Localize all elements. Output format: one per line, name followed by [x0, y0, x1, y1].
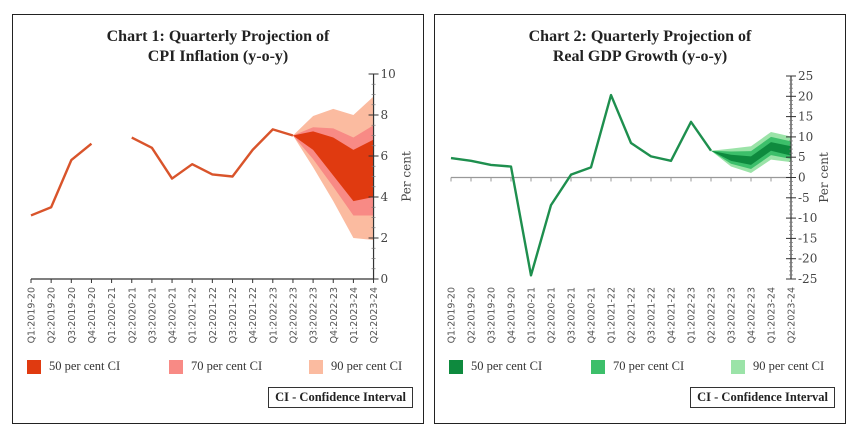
- x-tick-label: Q2:2021-22: [627, 287, 638, 343]
- x-tick-label: Q1:2021-22: [188, 287, 199, 343]
- x-tick-label: Q3:2022-23: [309, 287, 320, 343]
- ci-note: CI - Confidence Interval: [690, 387, 835, 408]
- y-tick-label: 8: [381, 108, 389, 122]
- x-tick-label: Q2:2019-20: [47, 287, 58, 343]
- legend-label-90-ci: 90 per cent CI: [753, 359, 825, 373]
- legend-item-50-ci: 50 per cent CI: [27, 359, 120, 374]
- y-tick-label: 2: [381, 231, 389, 245]
- x-tick-label: Q3:2021-22: [647, 287, 658, 343]
- x-tick-label: Q1:2019-20: [27, 287, 38, 343]
- legend-swatch-90-ci: [731, 359, 745, 374]
- x-tick-label: Q1:2023-24: [767, 287, 778, 343]
- y-axis-label: Per cent: [400, 151, 414, 202]
- x-tick-label: Q2:2023-24: [787, 287, 798, 343]
- legend-item-70-ci: 70 per cent CI: [169, 359, 262, 374]
- legend-swatch-50-ci: [27, 359, 41, 374]
- x-tick-label: Q4:2020-21: [168, 287, 179, 343]
- x-tick-label: Q3:2020-21: [567, 287, 578, 343]
- y-tick-label: 0: [381, 272, 389, 286]
- y-tick-label: 6: [381, 149, 389, 163]
- y-tick-label: 4: [381, 190, 389, 204]
- x-tick-label: Q1:2022-23: [687, 287, 698, 343]
- x-tick-label: Q4:2019-20: [507, 287, 518, 343]
- legend-label-70-ci: 70 per cent CI: [613, 359, 685, 373]
- y-tick-label: 25: [798, 69, 813, 83]
- x-tick-label: Q1:2022-23: [268, 287, 279, 343]
- legend-swatch-70-ci: [591, 359, 605, 374]
- x-tick-label: Q3:2021-22: [228, 287, 239, 343]
- legend-label-50-ci: 50 per cent CI: [49, 359, 121, 373]
- legend-swatch-50-ci: [449, 359, 463, 374]
- x-tick-label: Q4:2021-22: [248, 287, 259, 343]
- x-tick-label: Q2:2021-22: [208, 287, 219, 343]
- chart-1-panel: Chart 1: Quarterly Projection of CPI Inf…: [12, 14, 424, 424]
- x-tick-label: Q2:2022-23: [707, 287, 718, 343]
- chart-2-legend: 50 per cent CI 70 per cent CI 90 per cen…: [435, 359, 845, 379]
- y-tick-label: -25: [798, 272, 817, 286]
- x-tick-label: Q2:2023-24: [369, 287, 380, 343]
- legend-swatch-90-ci: [309, 359, 323, 374]
- x-tick-label: Q4:2021-22: [667, 287, 678, 343]
- x-tick-label: Q3:2022-23: [727, 287, 738, 343]
- y-axis-label: Per cent: [817, 152, 831, 203]
- x-tick-label: Q2:2019-20: [467, 287, 478, 343]
- legend-label-70-ci: 70 per cent CI: [191, 359, 263, 373]
- x-tick-label: Q4:2022-23: [747, 287, 758, 343]
- chart-2-plot: -25 -20 -15 -10 -5 0 5 10 15 20 25 Per cent Q1:2019-…: [447, 69, 832, 343]
- legend-swatch-70-ci: [169, 359, 183, 374]
- x-tick-label: Q2:2020-21: [547, 287, 558, 343]
- x-tick-label: Q2:2020-21: [127, 287, 138, 343]
- chart-2-title: Chart 2: Quarterly Projection of Real GD…: [435, 27, 845, 67]
- legend-label-90-ci: 90 per cent CI: [331, 359, 403, 373]
- legend-item-70-ci: 70 per cent CI: [591, 359, 684, 374]
- y-tick-label: 10: [798, 130, 813, 144]
- chart-1-title-line-1: Chart 1: Quarterly Projection of: [106, 28, 330, 45]
- y-tick-label: 5: [798, 150, 806, 164]
- x-tick-label: Q1:2020-21: [527, 287, 538, 343]
- chart-2-panel: Chart 2: Quarterly Projection of Real GD…: [434, 14, 846, 424]
- legend-item-90-ci: 90 per cent CI: [731, 359, 824, 374]
- legend-label-50-ci: 50 per cent CI: [471, 359, 543, 373]
- fan-band-50-ci: [292, 131, 374, 202]
- x-tick-label: Q4:2020-21: [587, 287, 598, 343]
- x-tick-label: Q1:2019-20: [447, 287, 458, 343]
- chart-2-title-line-2: Real GDP Growth (y-o-y): [552, 48, 728, 65]
- y-tick-label: -15: [798, 231, 817, 245]
- x-tick-label: Q3:2020-21: [147, 287, 158, 343]
- y-tick-label: -10: [798, 211, 817, 225]
- x-tick-label: Q4:2022-23: [329, 287, 340, 343]
- ci-note: CI - Confidence Interval: [268, 387, 413, 408]
- x-tick-label: Q3:2019-20: [487, 287, 498, 343]
- y-tick-label: 0: [798, 171, 806, 185]
- fan-band-50-ci: [711, 142, 791, 165]
- x-tick-label: Q2:2022-23: [288, 287, 299, 343]
- x-tick-label: Q1:2021-22: [607, 287, 618, 343]
- chart-1-title-line-2: CPI Inflation (y-o-y): [147, 48, 289, 65]
- chart-1-plot: 0 2 4 6 8 10 Per cent Q1:2019-20 Q2:2019-20 Q3:20…: [27, 67, 414, 343]
- y-tick-label: -5: [798, 191, 810, 205]
- y-tick-label: -20: [798, 252, 817, 266]
- x-tick-label: Q4:2019-20: [87, 287, 98, 343]
- y-tick-label: 10: [381, 67, 396, 81]
- legend-item-50-ci: 50 per cent CI: [449, 359, 542, 374]
- series-line: [450, 93, 712, 277]
- x-tick-label: Q1:2020-21: [107, 287, 118, 343]
- y-tick-label: 20: [798, 89, 813, 103]
- series-line: [131, 128, 294, 180]
- series-line: [30, 142, 93, 217]
- y-tick-label: 15: [798, 110, 813, 124]
- x-tick-label: Q3:2019-20: [67, 287, 78, 343]
- chart-2-title-line-1: Chart 2: Quarterly Projection of: [528, 28, 752, 45]
- x-tick-label: Q1:2023-24: [349, 287, 360, 343]
- chart-1-title: Chart 1: Quarterly Projection of CPI Inf…: [13, 27, 423, 67]
- legend-item-90-ci: 90 per cent CI: [309, 359, 402, 374]
- chart-1-legend: 50 per cent CI 70 per cent CI 90 per cen…: [13, 359, 423, 379]
